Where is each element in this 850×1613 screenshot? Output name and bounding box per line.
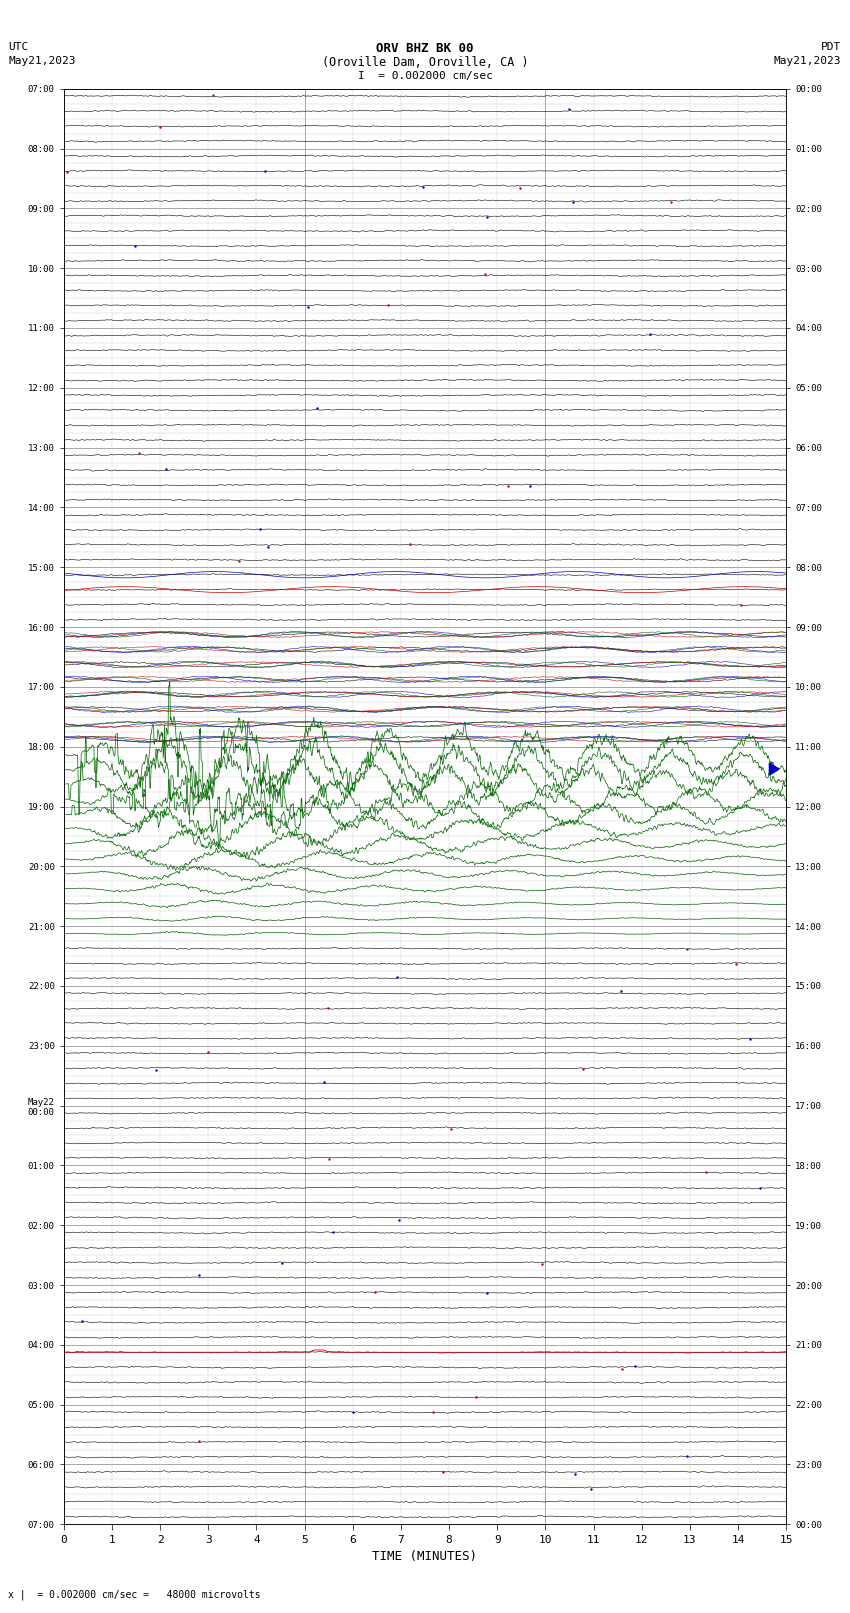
Text: May21,2023: May21,2023 <box>774 56 842 66</box>
Text: I  = 0.002000 cm/sec: I = 0.002000 cm/sec <box>358 71 492 81</box>
X-axis label: TIME (MINUTES): TIME (MINUTES) <box>372 1550 478 1563</box>
Text: x |  = 0.002000 cm/sec =   48000 microvolts: x | = 0.002000 cm/sec = 48000 microvolts <box>8 1589 261 1600</box>
Polygon shape <box>769 763 779 776</box>
Text: PDT: PDT <box>821 42 842 52</box>
Text: UTC: UTC <box>8 42 29 52</box>
Text: ORV BHZ BK 00: ORV BHZ BK 00 <box>377 42 473 55</box>
Text: May21,2023: May21,2023 <box>8 56 76 66</box>
Text: (Oroville Dam, Oroville, CA ): (Oroville Dam, Oroville, CA ) <box>321 56 529 69</box>
